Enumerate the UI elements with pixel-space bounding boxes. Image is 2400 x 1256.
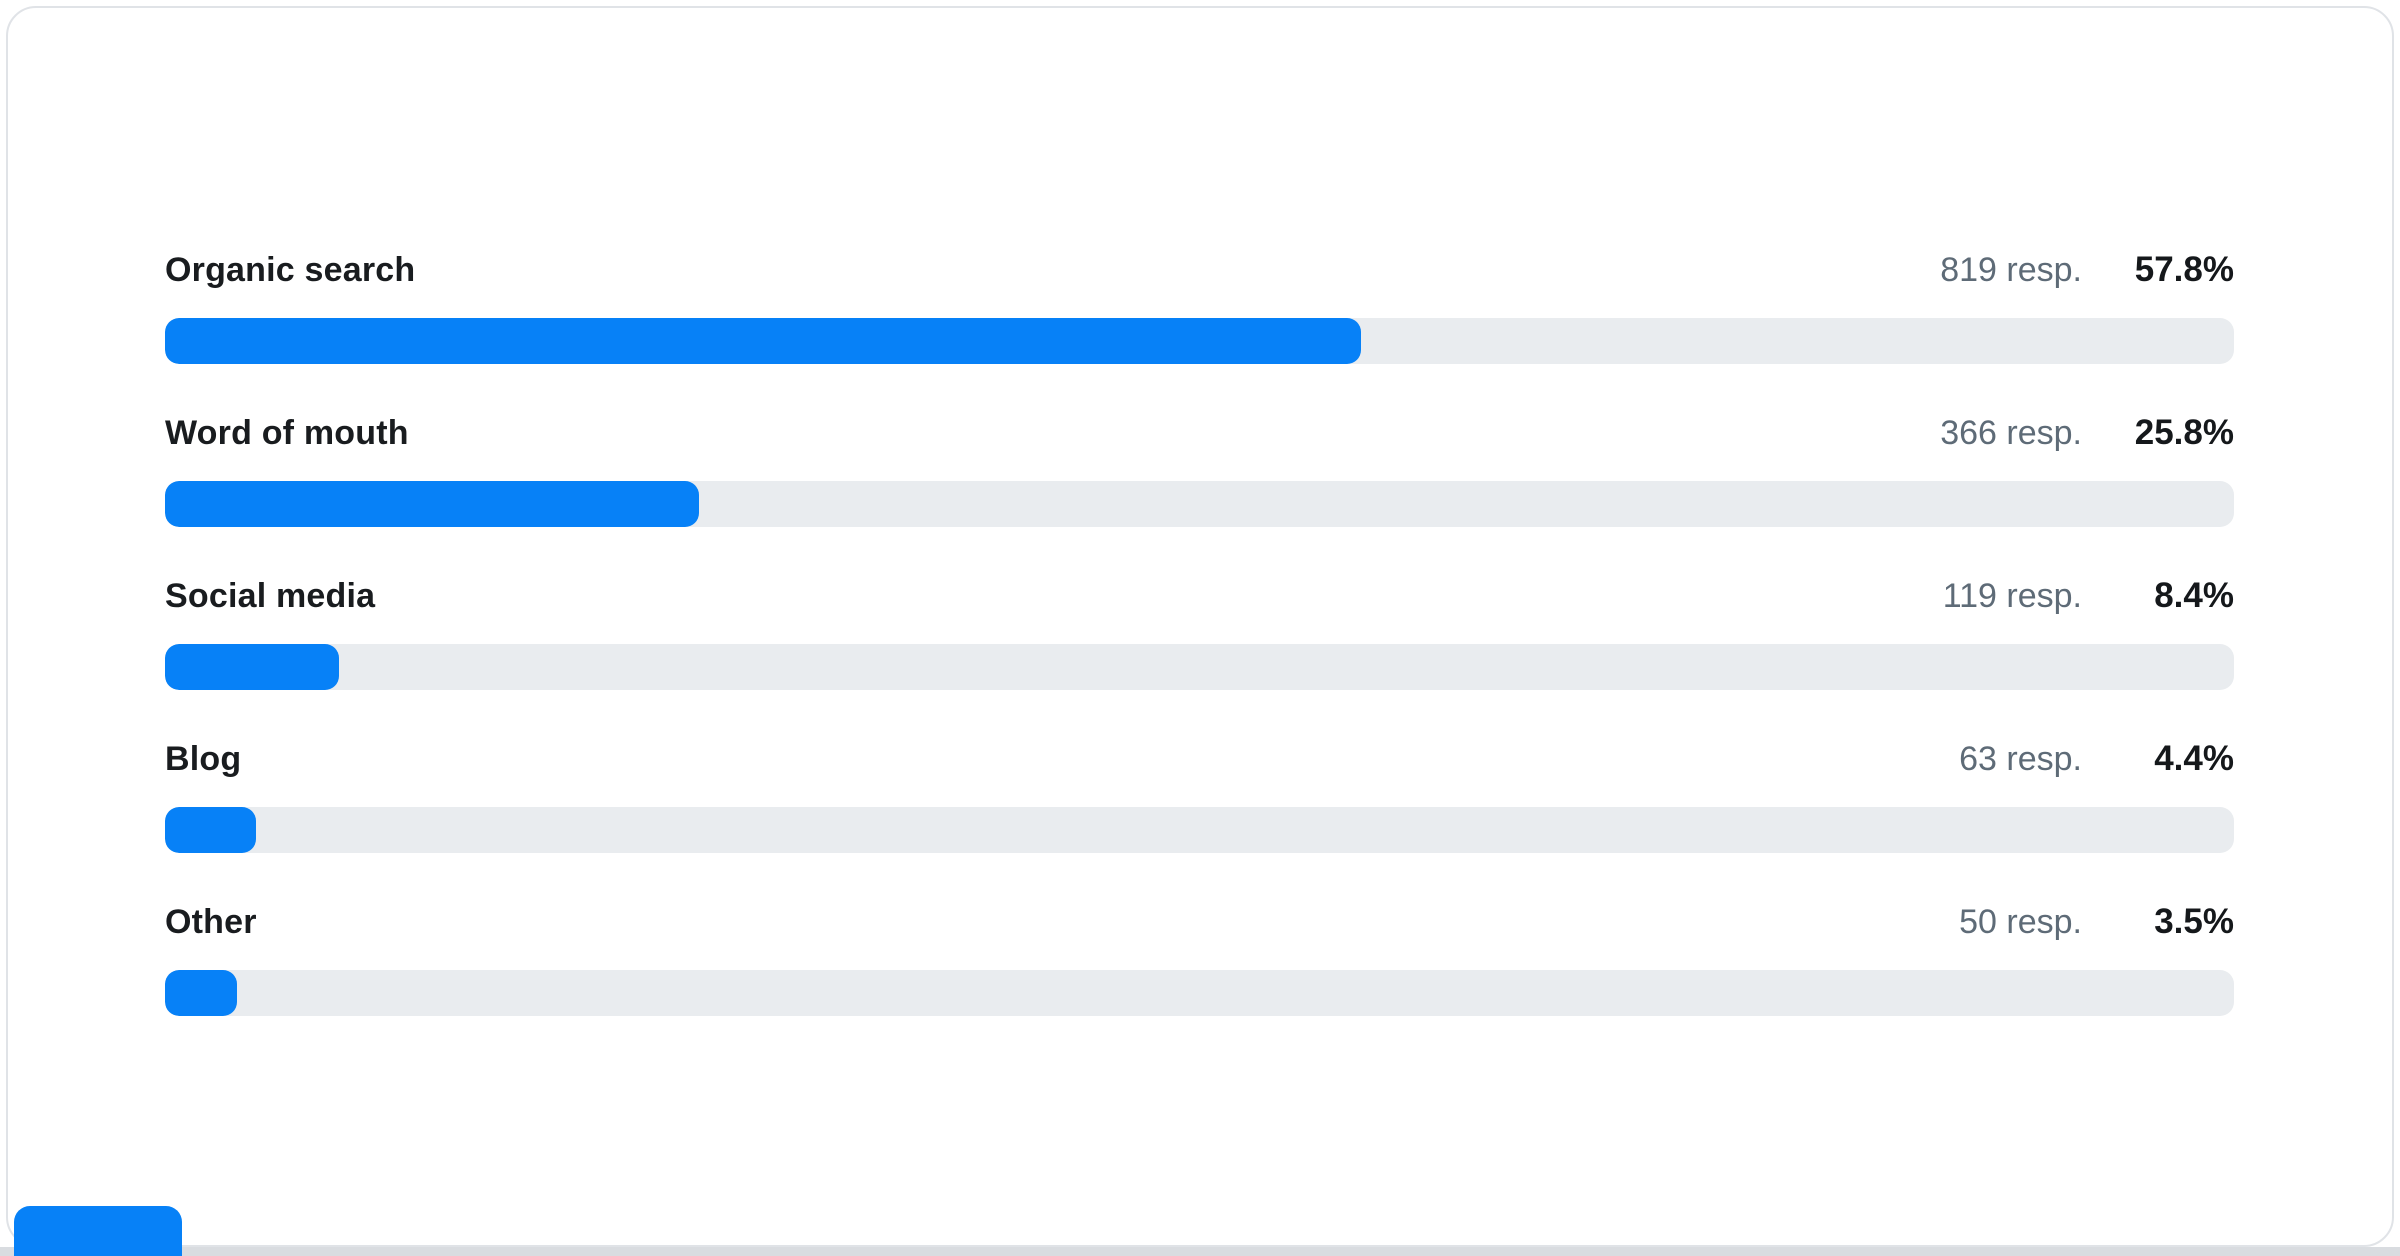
percent-value: 3.5%: [2154, 902, 2234, 941]
survey-row: Organic search 819 resp. 57.8%: [165, 250, 2234, 364]
survey-row-header: Organic search 819 resp. 57.8%: [165, 250, 2234, 290]
partial-next-bar-peek: [14, 1206, 182, 1256]
survey-row-header: Social media 119 resp. 8.4%: [165, 576, 2234, 616]
survey-row: Other 50 resp. 3.5%: [165, 902, 2234, 1016]
responses-count: 50 resp.: [1959, 903, 2082, 941]
bar-track: [165, 318, 2234, 364]
row-values: 366 resp. 25.8%: [1940, 413, 2234, 453]
page-bottom-edge: [0, 1247, 2400, 1256]
survey-results-card: Organic search 819 resp. 57.8% Word of m…: [6, 6, 2394, 1247]
survey-row: Blog 63 resp. 4.4%: [165, 739, 2234, 853]
percent-value: 4.4%: [2154, 739, 2234, 778]
bar-fill: [165, 481, 699, 527]
bar-chart: Organic search 819 resp. 57.8% Word of m…: [165, 250, 2234, 1016]
category-label: Blog: [165, 740, 242, 778]
bar-fill: [165, 807, 257, 853]
percent-value: 25.8%: [2134, 413, 2234, 452]
survey-row-header: Other 50 resp. 3.5%: [165, 902, 2234, 942]
bar-fill: [165, 644, 339, 690]
row-values: 63 resp. 4.4%: [1959, 739, 2234, 779]
responses-count: 366 resp.: [1940, 414, 2082, 452]
bar-track: [165, 644, 2234, 690]
survey-row-header: Blog 63 resp. 4.4%: [165, 739, 2234, 779]
survey-row: Social media 119 resp. 8.4%: [165, 576, 2234, 690]
survey-row-header: Word of mouth 366 resp. 25.8%: [165, 413, 2234, 453]
percent-value: 8.4%: [2154, 576, 2234, 615]
percent-value: 57.8%: [2134, 250, 2234, 289]
category-label: Other: [165, 903, 257, 941]
bar-track: [165, 481, 2234, 527]
responses-count: 119 resp.: [1942, 577, 2082, 615]
category-label: Social media: [165, 577, 376, 615]
responses-count: 63 resp.: [1959, 740, 2082, 778]
bar-fill: [165, 970, 238, 1016]
bar-track: [165, 807, 2234, 853]
survey-row: Word of mouth 366 resp. 25.8%: [165, 413, 2234, 527]
row-values: 119 resp. 8.4%: [1943, 576, 2234, 616]
row-values: 819 resp. 57.8%: [1940, 250, 2234, 290]
bar-track: [165, 970, 2234, 1016]
category-label: Organic search: [165, 251, 416, 289]
responses-count: 819 resp.: [1940, 251, 2082, 289]
bar-fill: [165, 318, 1361, 364]
category-label: Word of mouth: [165, 414, 409, 452]
row-values: 50 resp. 3.5%: [1959, 902, 2234, 942]
